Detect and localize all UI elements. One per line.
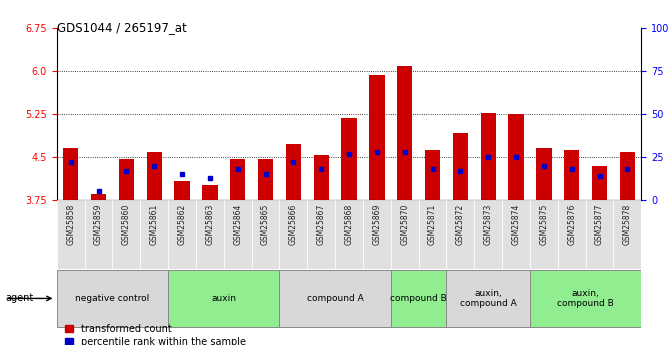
Text: GSM25866: GSM25866 <box>289 204 298 245</box>
Bar <box>502 200 530 269</box>
Bar <box>286 144 301 200</box>
Bar <box>230 159 245 200</box>
Text: GSM25859: GSM25859 <box>94 204 103 245</box>
Text: GSM25858: GSM25858 <box>66 204 75 245</box>
Bar <box>57 200 85 269</box>
Text: GSM25869: GSM25869 <box>372 204 381 245</box>
Bar <box>530 270 641 327</box>
Text: GSM25862: GSM25862 <box>178 204 186 245</box>
Text: GDS1044 / 265197_at: GDS1044 / 265197_at <box>57 21 186 34</box>
Text: GSM25873: GSM25873 <box>484 204 493 245</box>
Text: GSM25867: GSM25867 <box>317 204 326 245</box>
Text: GSM25863: GSM25863 <box>205 204 214 245</box>
Text: GSM25871: GSM25871 <box>428 204 437 245</box>
Text: GSM25877: GSM25877 <box>595 204 604 245</box>
Text: GSM25868: GSM25868 <box>345 204 353 245</box>
Bar <box>112 200 140 269</box>
Bar <box>536 148 552 200</box>
Bar <box>446 270 530 327</box>
Bar <box>258 159 273 200</box>
Bar <box>119 159 134 200</box>
Bar <box>335 200 363 269</box>
Bar <box>252 200 279 269</box>
Text: negative control: negative control <box>75 294 150 303</box>
Bar <box>425 150 440 200</box>
Text: auxin: auxin <box>211 294 236 303</box>
Bar <box>57 270 168 327</box>
Text: GSM25861: GSM25861 <box>150 204 159 245</box>
Bar <box>508 114 524 200</box>
Bar <box>313 155 329 200</box>
Bar <box>196 200 224 269</box>
Bar <box>397 66 412 200</box>
Bar <box>391 200 419 269</box>
Text: GSM25874: GSM25874 <box>512 204 520 245</box>
Text: GSM25870: GSM25870 <box>400 204 409 245</box>
Bar <box>168 270 279 327</box>
Bar <box>63 148 78 200</box>
Bar <box>363 200 391 269</box>
Bar <box>307 200 335 269</box>
Text: GSM25876: GSM25876 <box>567 204 576 245</box>
Bar <box>564 150 579 200</box>
Bar <box>140 200 168 269</box>
Text: GSM25864: GSM25864 <box>233 204 242 245</box>
Bar <box>620 152 635 200</box>
Bar <box>592 166 607 200</box>
Bar <box>530 200 558 269</box>
Bar <box>174 181 190 200</box>
Legend: transformed count, percentile rank within the sample: transformed count, percentile rank withi… <box>65 324 246 345</box>
Bar <box>224 200 252 269</box>
Bar <box>453 133 468 200</box>
Text: GSM25878: GSM25878 <box>623 204 632 245</box>
Text: agent: agent <box>5 294 33 303</box>
Bar <box>341 118 357 200</box>
Bar <box>279 270 391 327</box>
Bar <box>419 200 446 269</box>
Bar <box>474 200 502 269</box>
Bar <box>202 185 218 200</box>
Bar <box>480 113 496 200</box>
Bar <box>91 194 106 200</box>
Text: compound B: compound B <box>390 294 447 303</box>
Bar <box>391 270 446 327</box>
Bar <box>558 200 586 269</box>
Text: GSM25860: GSM25860 <box>122 204 131 245</box>
Text: GSM25872: GSM25872 <box>456 204 465 245</box>
Bar <box>146 152 162 200</box>
Bar <box>369 75 385 200</box>
Text: compound A: compound A <box>307 294 363 303</box>
Text: GSM25875: GSM25875 <box>539 204 548 245</box>
Bar <box>279 200 307 269</box>
Bar <box>446 200 474 269</box>
Text: auxin,
compound B: auxin, compound B <box>557 289 614 308</box>
Bar <box>613 200 641 269</box>
Text: GSM25865: GSM25865 <box>261 204 270 245</box>
Text: auxin,
compound A: auxin, compound A <box>460 289 516 308</box>
Bar <box>586 200 613 269</box>
Bar <box>85 200 112 269</box>
Bar <box>168 200 196 269</box>
